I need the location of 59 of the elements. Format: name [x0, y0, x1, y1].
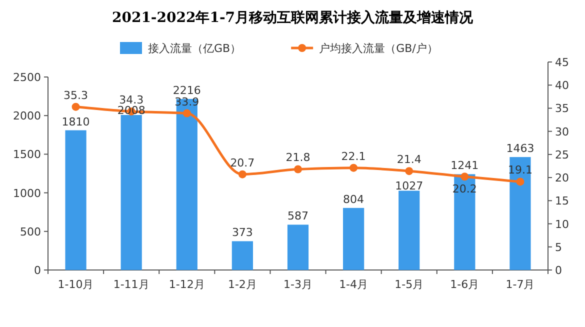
- y-tick-label: 1000: [13, 186, 41, 200]
- x-tick-label: 1-3月: [284, 278, 312, 291]
- data-label: 1241: [450, 159, 479, 172]
- y2-tick-label: 20: [555, 172, 569, 185]
- x-tick-label: 1-4月: [339, 278, 368, 291]
- y-tick-label: 2000: [13, 110, 41, 123]
- data-label: 587: [288, 210, 308, 223]
- data-label: 35.3: [64, 88, 88, 102]
- x-tick-label: 1-5月: [394, 278, 424, 291]
- x-tick-label: 1-11月: [113, 278, 150, 291]
- data-label: 34.3: [119, 93, 144, 106]
- y-tick-label: 2500: [13, 71, 41, 84]
- bar: [176, 98, 198, 270]
- x-tick-label: 1-7月: [506, 278, 535, 291]
- data-label: 1810: [62, 115, 90, 128]
- y-tick-label: 1500: [13, 148, 41, 162]
- legend-label: 接入流量（亿GB）: [148, 42, 242, 55]
- data-label: 21.8: [286, 151, 310, 164]
- point: [294, 165, 302, 174]
- y2-tick-label: 30: [555, 125, 569, 138]
- point: [405, 167, 414, 176]
- x-tick-label: 1-12月: [168, 278, 205, 291]
- y2-tick-label: 5: [555, 240, 562, 254]
- y2-tick-label: 35: [555, 102, 569, 116]
- y2-tick-label: 25: [555, 148, 569, 162]
- point: [182, 109, 191, 118]
- data-label: 1027: [395, 180, 424, 193]
- data-label: 804: [343, 192, 364, 206]
- x-tick-label: 1-6月: [450, 278, 480, 291]
- point: [516, 178, 524, 186]
- data-label: 373: [232, 226, 253, 240]
- data-label: 22.1: [341, 150, 366, 163]
- point: [460, 172, 469, 181]
- y2-tick-label: 0: [555, 264, 562, 277]
- bar: [287, 224, 309, 270]
- data-label: 1463: [506, 142, 534, 156]
- bar: [120, 114, 142, 270]
- x-tick-label: 1-10月: [58, 278, 94, 291]
- legend-label: 户均接入流量（GB/户）: [319, 42, 438, 55]
- bar: [343, 208, 364, 270]
- point: [72, 102, 80, 111]
- data-label: 20.7: [230, 156, 255, 170]
- bar: [65, 130, 86, 270]
- chart-title: 2021-2022年1-7月移动互联网累计接入流量及增速情况: [112, 9, 474, 26]
- bar: [454, 174, 476, 270]
- y-tick-label: 0: [34, 264, 41, 277]
- y2-tick-label: 45: [555, 56, 569, 69]
- data-label: 2216: [172, 84, 201, 97]
- bar: [232, 241, 253, 270]
- y2-tick-label: 40: [555, 79, 569, 92]
- point: [350, 164, 358, 172]
- x-tick-label: 1-2月: [228, 278, 257, 291]
- bar: [510, 157, 531, 270]
- data-label: 21.4: [396, 153, 422, 166]
- y-tick-label: 500: [20, 225, 41, 238]
- y2-tick-label: 15: [555, 194, 569, 208]
- y2-tick-label: 10: [555, 218, 569, 231]
- point: [238, 170, 246, 178]
- bar: [398, 190, 420, 270]
